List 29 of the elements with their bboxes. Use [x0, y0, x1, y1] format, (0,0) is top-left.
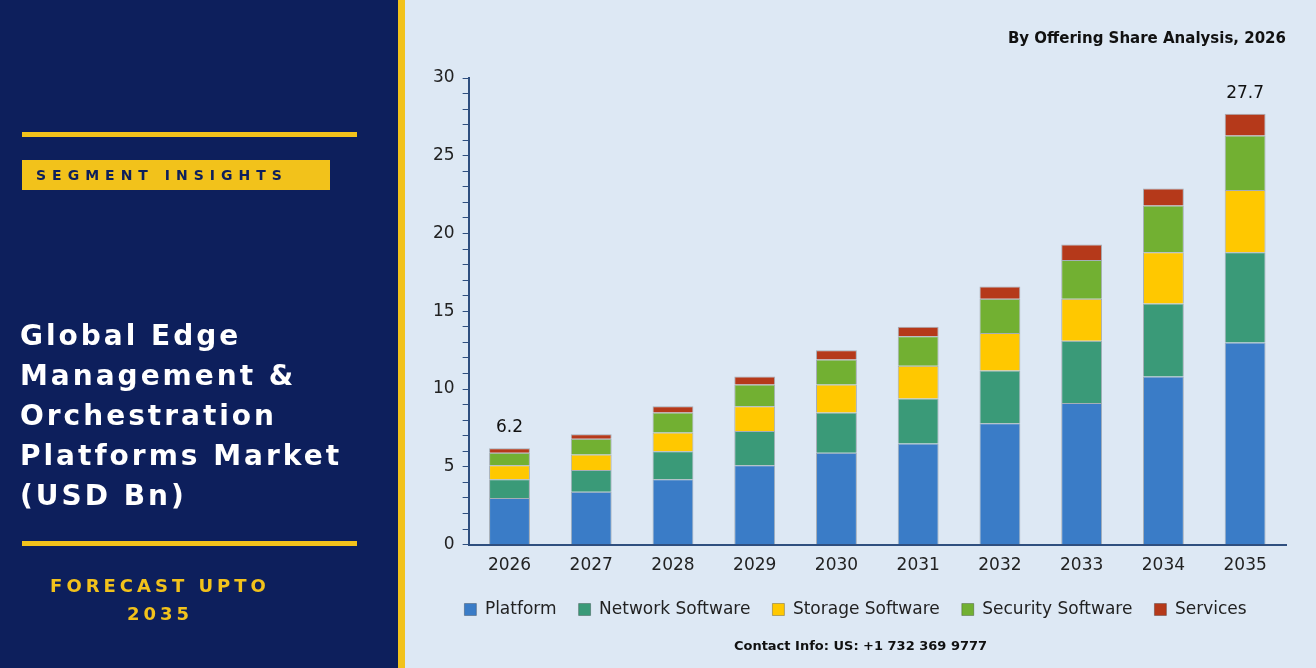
y-tick-label: 30: [432, 66, 455, 87]
text: Contact Info: US: +1 732 369 9777: [732, 638, 989, 653]
legend-label: Services: [1174, 597, 1247, 618]
total-label: 6.2: [495, 416, 524, 437]
x-tick-label: 2028: [651, 554, 695, 575]
x-tick-label: 2032: [978, 554, 1022, 575]
y-tick-label: 25: [432, 144, 455, 165]
x-tick-label: 2026: [487, 554, 532, 575]
y-tick-label: 0: [443, 533, 455, 554]
x-tick-label: 2029: [733, 554, 777, 575]
x-tick-label: 2031: [896, 554, 940, 575]
x-tick-label: 2030: [814, 554, 859, 575]
x-tick-label: 2035: [1223, 554, 1267, 575]
y-tick-label: 15: [432, 299, 455, 320]
total-label: 27.7: [1226, 81, 1265, 102]
x-tick-label: 2027: [569, 554, 613, 575]
legend-label: Network Software: [599, 597, 751, 618]
legend-label: Storage Software: [792, 597, 940, 618]
legend-label: Security Software: [982, 597, 1133, 618]
text: Global Edge Management & Orchestration Platforms Market (USD Bn): [20, 318, 344, 514]
x-tick-label: 2033: [1060, 554, 1104, 575]
y-tick-label: 5: [443, 455, 455, 476]
legend-label: Platform: [484, 597, 557, 618]
y-tick-label: 10: [432, 377, 455, 398]
chart-subtitle: By Offering Share Analysis, 2026: [1007, 28, 1286, 47]
text: FORECAST UPTO 2035: [50, 574, 270, 626]
y-tick-label: 20: [432, 221, 455, 242]
x-tick-label: 2034: [1141, 554, 1186, 575]
text: SEGMENT INSIGHTS: [22, 160, 330, 190]
